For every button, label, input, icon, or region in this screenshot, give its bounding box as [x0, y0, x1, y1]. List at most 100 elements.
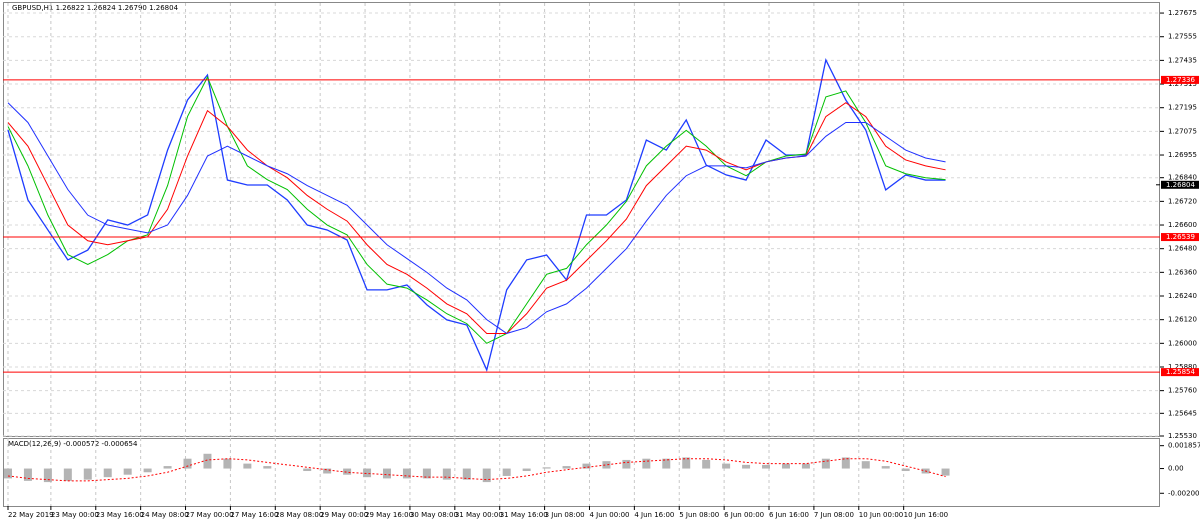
macd-bar [742, 464, 751, 469]
x-tick-label: 23 May 00:00 [51, 511, 99, 519]
macd-bar [562, 466, 571, 469]
x-tick-label: 10 Jun 16:00 [904, 511, 948, 519]
macd-bar [63, 468, 72, 481]
y-tick-label: 1.27555 [1168, 33, 1197, 41]
y-tick-label: -0.002007 [1168, 489, 1200, 497]
macd-bar [861, 461, 870, 469]
macd-bar [762, 464, 771, 469]
y-tick-label: 1.27675 [1168, 9, 1197, 17]
macd-bar [901, 468, 910, 472]
y-tick-label: 1.27195 [1168, 104, 1197, 112]
y-tick-label: 1.26000 [1168, 339, 1197, 347]
macd-bar [383, 468, 392, 479]
series-line [7, 58, 946, 372]
x-tick-label: 29 May 16:00 [365, 511, 413, 519]
y-tick-label: 1.26120 [1168, 316, 1197, 324]
x-tick-label: 31 May 16:00 [500, 511, 548, 519]
x-tick-label: 28 May 08:00 [275, 511, 323, 519]
macd-bar [602, 461, 611, 469]
y-tick-label: 1.26955 [1168, 151, 1197, 159]
macd-bar [502, 468, 511, 476]
y-tick-label: 1.26720 [1168, 197, 1197, 205]
macd-bar [323, 468, 332, 474]
macd-bar [781, 463, 790, 469]
macd-bar [462, 468, 471, 480]
macd-frame [3, 438, 1160, 507]
macd-bar [303, 468, 312, 472]
macd-bar [23, 468, 32, 481]
x-tick-label: 22 May 2019 [8, 511, 54, 519]
x-tick-label: 4 Jun 16:00 [634, 511, 674, 519]
macd-bar [422, 468, 431, 479]
macd-bar [263, 466, 272, 469]
macd-bar [43, 468, 52, 483]
macd-bar [103, 468, 112, 478]
macd-bar [821, 458, 830, 469]
series-line [7, 458, 946, 482]
macd-bar [702, 459, 711, 469]
y-tick-label: 1.26840 [1168, 174, 1197, 182]
y-tick-label: 1.25760 [1168, 387, 1197, 395]
x-tick-label: 6 Jun 00:00 [724, 511, 764, 519]
x-tick-label: 5 Jun 08:00 [679, 511, 719, 519]
level-tag [1161, 368, 1199, 377]
y-tick-label: 1.27315 [1168, 80, 1197, 88]
macd-bar [163, 466, 172, 469]
macd-bar [203, 453, 212, 469]
macd-bar [841, 457, 850, 469]
level-label: 1.26539 [1166, 233, 1195, 241]
macd-bar [682, 457, 691, 469]
y-tick-label: 1.27435 [1168, 56, 1197, 64]
y-tick-label: 1.26240 [1168, 292, 1197, 300]
y-tick-label: 1.26480 [1168, 245, 1197, 253]
level-label: 1.25854 [1166, 368, 1195, 376]
macd-bar [542, 467, 551, 469]
x-tick-label: 10 Jun 00:00 [859, 511, 903, 519]
x-tick-label: 3 Jun 08:00 [545, 511, 585, 519]
macd-bar [223, 458, 232, 469]
last-price-label: 1.26804 [1166, 181, 1195, 189]
last-price-tag [1161, 180, 1199, 189]
macd-bar [123, 468, 132, 475]
y-tick-label: 1.25530 [1168, 432, 1197, 440]
macd-bar [83, 468, 92, 480]
x-tick-label: 4 Jun 00:00 [589, 511, 629, 519]
macd-bar [343, 468, 352, 475]
x-tick-label: 24 May 08:00 [141, 511, 189, 519]
macd-bar [722, 463, 731, 469]
y-tick-label: 1.25645 [1168, 409, 1197, 417]
x-tick-label: 29 May 00:00 [320, 511, 368, 519]
macd-bar [183, 458, 192, 469]
y-tick-label: 1.26360 [1168, 268, 1197, 276]
series-line [7, 75, 946, 344]
x-tick-label: 6 Jun 16:00 [769, 511, 809, 519]
level-label: 1.27336 [1166, 76, 1195, 84]
macd-bar [662, 458, 671, 469]
macd-bar [3, 468, 12, 479]
level-tag [1161, 75, 1199, 84]
x-tick-label: 27 May 16:00 [230, 511, 278, 519]
x-tick-label: 27 May 00:00 [186, 511, 234, 519]
macd-bar [482, 468, 491, 483]
series-line [7, 102, 946, 335]
y-tick-label: 1.26600 [1168, 221, 1197, 229]
macd-bar [642, 458, 651, 469]
macd-bar [622, 459, 631, 469]
macd-bar [363, 468, 372, 478]
y-tick-label: 1.25880 [1168, 363, 1197, 371]
macd-bar [442, 468, 451, 480]
macd-title: MACD(12,26,9) -0.000572 -0.000654 [8, 440, 138, 448]
level-tag [1161, 233, 1199, 242]
x-tick-label: 31 May 00:00 [455, 511, 503, 519]
macd-bar [402, 468, 411, 479]
macd-bar [881, 466, 890, 469]
macd-bar [582, 463, 591, 469]
macd-bar [243, 463, 252, 469]
x-tick-label: 23 May 16:00 [96, 511, 144, 519]
macd-bar [143, 468, 152, 473]
x-tick-label: 30 May 08:00 [410, 511, 458, 519]
y-tick-label: 1.27075 [1168, 127, 1197, 135]
y-tick-label: 0.001857 [1168, 442, 1200, 450]
